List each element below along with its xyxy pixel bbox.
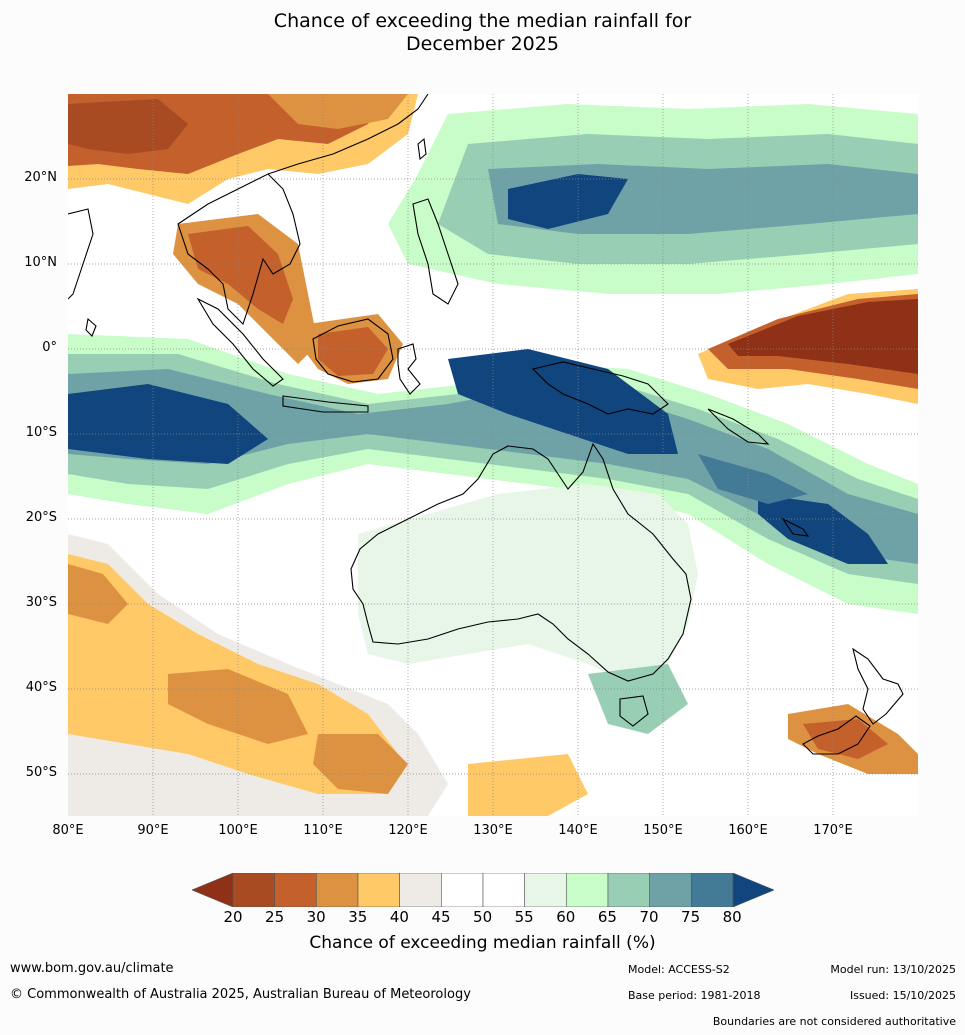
wet-region-nw-pacific-core <box>508 174 628 229</box>
colorbar-tick: 50 <box>473 908 493 926</box>
model-name: Model: ACCESS-S2 <box>628 963 730 976</box>
colorbar-tick: 65 <box>597 908 617 926</box>
dry-region-south-china <box>268 94 408 129</box>
dry-region-southern-ocean-patch2 <box>313 734 408 794</box>
lat-label-20n: 20°N <box>24 170 57 185</box>
issued-date: Issued: 15/10/2025 <box>849 989 956 1002</box>
lon-label-120e: 120°E <box>388 823 428 838</box>
lon-label-110e: 110°E <box>303 823 343 838</box>
lat-label-10n: 10°N <box>24 255 57 270</box>
coastline-south-island-nz <box>802 715 871 755</box>
lat-label-10s: 10°S <box>25 425 57 440</box>
wet-region-coral-sea-band <box>698 454 808 504</box>
colorbar-cell <box>357 873 400 907</box>
lat-label-50s: 50°S <box>25 765 57 780</box>
coastline-indochina <box>177 173 301 326</box>
colorbar-tick: 55 <box>514 908 534 926</box>
wet-region-indian-ocean-core <box>68 384 268 464</box>
wet-region-indian-ocean-inner <box>68 369 918 564</box>
graticule <box>68 94 918 816</box>
coastline-borneo <box>312 318 394 383</box>
lon-label-80e: 80°E <box>52 823 84 838</box>
dry-region-far-south <box>468 754 588 816</box>
colorbar-extension-low <box>192 873 234 907</box>
base-period: Base period: 1981-2018 <box>628 989 761 1002</box>
colorbar-cell <box>316 873 359 907</box>
lat-label-30s: 30°S <box>25 595 57 610</box>
colorbar-tick: 75 <box>681 908 701 926</box>
colorbar-cell <box>441 873 484 907</box>
copyright-text: © Commonwealth of Australia 2025, Austra… <box>10 987 471 1002</box>
lon-label-140e: 140°E <box>558 823 598 838</box>
title-line-1: Chance of exceeding the median rainfall … <box>273 10 692 32</box>
dry-region-borneo-core <box>318 327 388 376</box>
coastline-tasmania <box>619 695 649 727</box>
wet-regions <box>68 104 918 734</box>
coastline-sri-lanka <box>85 317 97 337</box>
coastlines <box>68 94 904 755</box>
colorbar-tick: 25 <box>265 908 285 926</box>
title-line-2: December 2025 <box>406 33 559 55</box>
colorbar-cell <box>607 873 650 907</box>
dry-region-pacific-equatorial-core <box>728 299 918 374</box>
dry-region-southern-ocean-core <box>68 564 128 624</box>
colorbar-tick: 40 <box>389 908 409 926</box>
lon-label-130e: 130°E <box>473 823 513 838</box>
coastline-philippines <box>412 198 459 305</box>
wet-region-maritime-core <box>448 349 678 454</box>
coastline-solomons <box>707 408 770 445</box>
dry-region-se-asia-north-deep <box>68 99 188 154</box>
coastline-north-island-nz <box>852 647 904 725</box>
coastline-australia <box>350 442 692 682</box>
colorbar-tick: 20 <box>223 908 243 926</box>
dry-region-indochina-core <box>188 226 293 324</box>
dry-region-tasman-core <box>803 719 888 759</box>
colorbar-cell <box>274 873 317 907</box>
website-link[interactable]: www.bom.gov.au/climate <box>10 961 174 976</box>
map-title: Chance of exceeding the median rainfall … <box>0 10 965 56</box>
colorbar-tick: 60 <box>556 908 576 926</box>
colorbar-cell <box>691 873 734 907</box>
coastline-taiwan <box>417 137 427 161</box>
boundaries-disclaimer: Boundaries are not considered authoritat… <box>712 1015 956 1028</box>
colorbar-label: Chance of exceeding median rainfall (%) <box>309 933 656 953</box>
lat-label-20s: 20°S <box>25 510 57 525</box>
wet-region-south-australia-patch <box>588 664 688 734</box>
colorbar-cell <box>524 873 567 907</box>
colorbar-cell <box>232 873 275 907</box>
coastline-india <box>68 208 94 300</box>
colorbar <box>192 873 774 907</box>
map-svg <box>68 94 918 816</box>
wet-region-coral-sea-core <box>758 494 888 564</box>
colorbar-cell <box>399 873 442 907</box>
coastline-new-guinea <box>531 361 669 415</box>
coastline-china-coast <box>267 94 429 175</box>
lat-label-0: 0° <box>42 340 57 355</box>
coastline-sulawesi <box>397 343 421 395</box>
lon-label-150e: 150°E <box>643 823 683 838</box>
rainfall-map <box>68 94 918 816</box>
lon-label-100e: 100°E <box>218 823 258 838</box>
coastline-sumatra <box>196 297 284 387</box>
colorbar-cell <box>482 873 525 907</box>
colorbar-tick: 45 <box>431 908 451 926</box>
coastline-new-caledonia <box>781 517 810 537</box>
lon-label-90e: 90°E <box>137 823 169 838</box>
colorbar-extension-high <box>732 873 774 907</box>
lat-label-40s: 40°S <box>25 680 57 695</box>
dry-regions <box>68 94 918 816</box>
colorbar-cell <box>566 873 609 907</box>
colorbar-tick: 80 <box>722 908 742 926</box>
colorbar-tick: 70 <box>639 908 659 926</box>
colorbar-tick: 30 <box>306 908 326 926</box>
colorbar-tick: 35 <box>348 908 368 926</box>
coastline-java <box>282 395 369 413</box>
lon-label-160e: 160°E <box>728 823 768 838</box>
model-run-date: Model run: 13/10/2025 <box>830 963 956 976</box>
colorbar-cell <box>649 873 692 907</box>
lon-label-170e: 170°E <box>813 823 853 838</box>
